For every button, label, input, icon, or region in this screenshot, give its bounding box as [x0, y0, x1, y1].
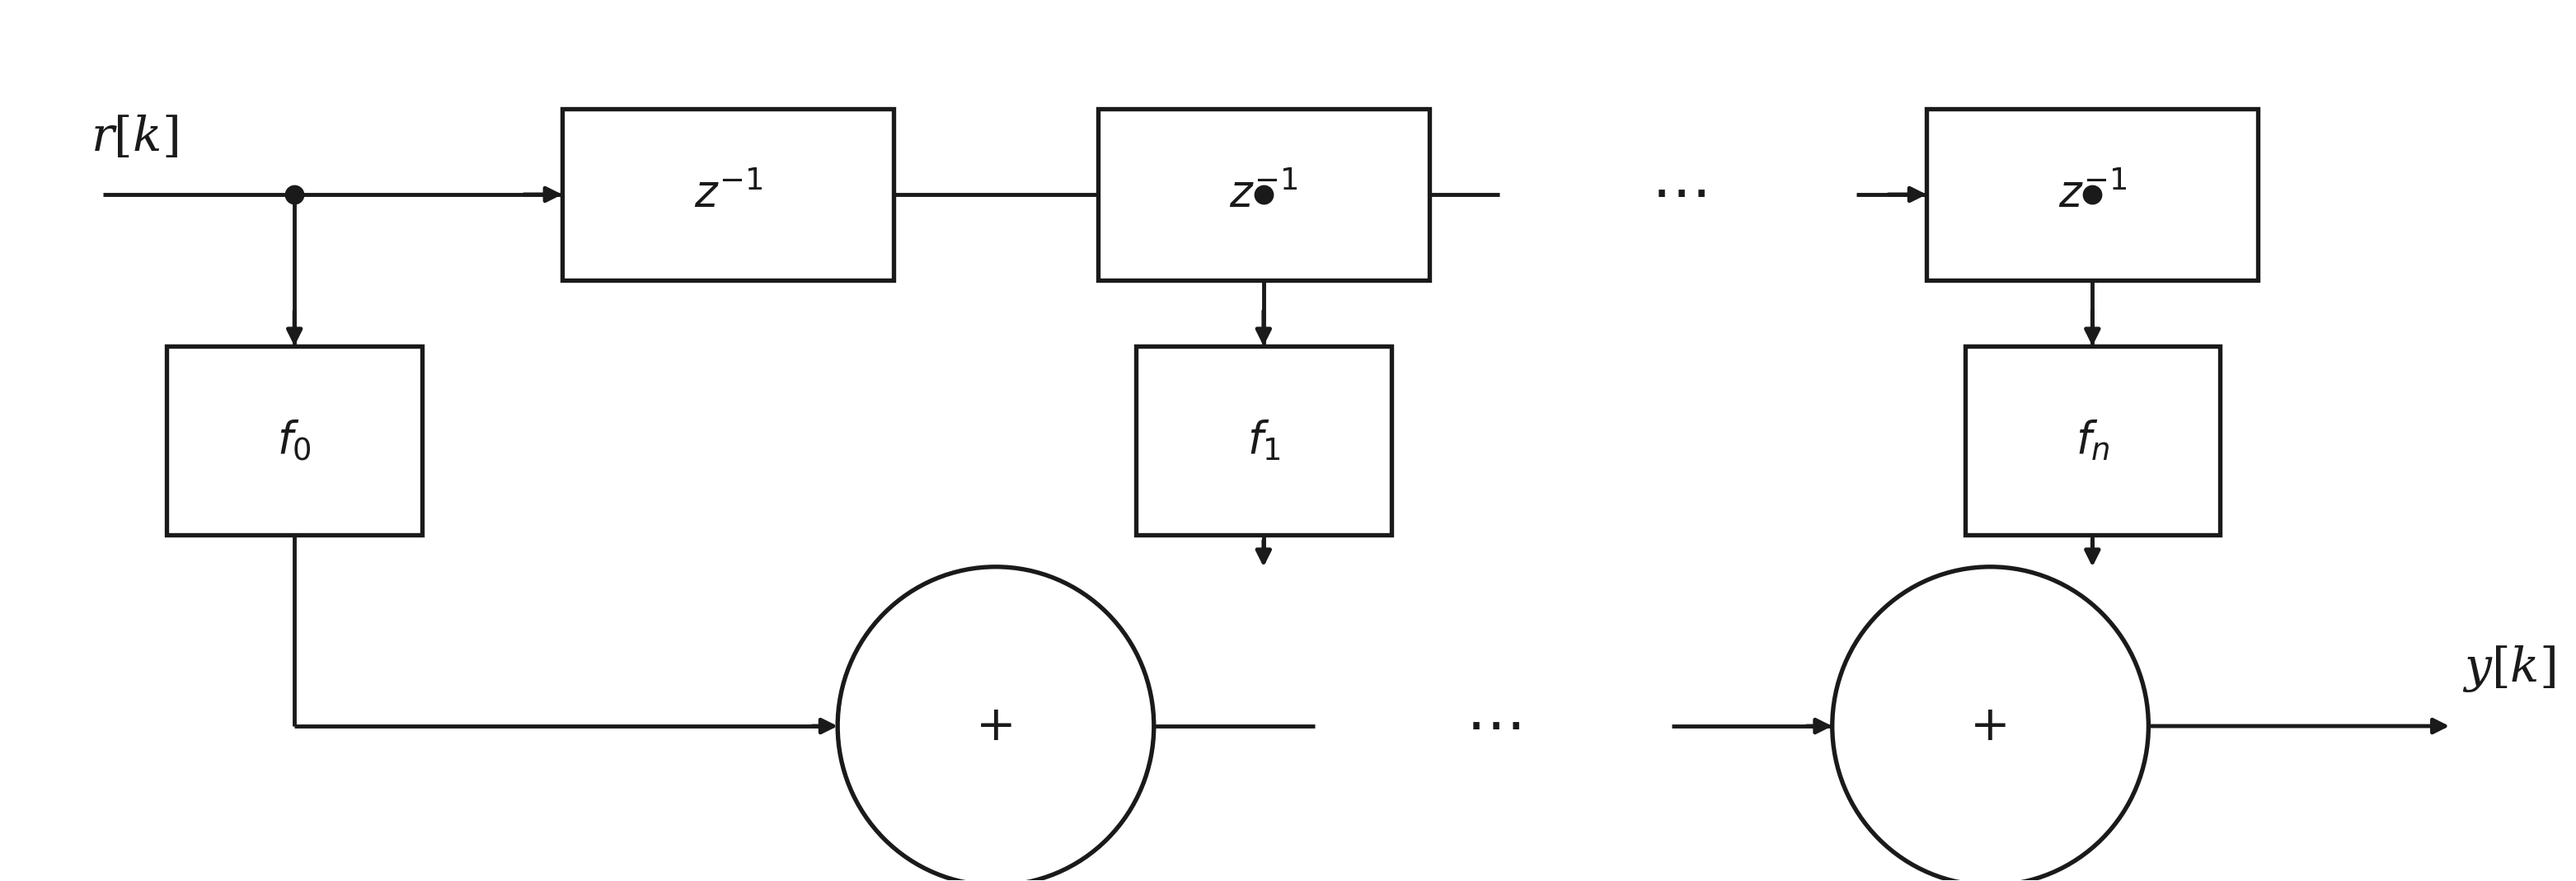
Text: $r[k]$: $r[k]$ — [90, 115, 178, 160]
Point — [273, 188, 314, 202]
Bar — [1927, 108, 2259, 280]
Text: $z^{-1}$: $z^{-1}$ — [2058, 173, 2128, 216]
Bar — [562, 108, 894, 280]
Text: +: + — [976, 702, 1015, 750]
Text: $f_0$: $f_0$ — [278, 418, 312, 463]
Text: $z^{-1}$: $z^{-1}$ — [693, 173, 762, 216]
Text: +: + — [1971, 702, 2009, 750]
Ellipse shape — [1832, 566, 2148, 881]
Bar — [167, 346, 422, 535]
Text: $\cdots$: $\cdots$ — [1651, 166, 1705, 223]
Bar — [1136, 346, 1391, 535]
Text: $y[k]$: $y[k]$ — [2463, 644, 2555, 694]
Ellipse shape — [837, 566, 1154, 881]
Bar — [1097, 108, 1430, 280]
Point — [2071, 188, 2112, 202]
Text: $f_n$: $f_n$ — [2076, 418, 2110, 463]
Text: $\cdots$: $\cdots$ — [1466, 698, 1520, 754]
Text: $z^{-1}$: $z^{-1}$ — [1229, 173, 1298, 216]
Text: $f_1$: $f_1$ — [1247, 418, 1280, 463]
Bar — [1965, 346, 2221, 535]
Point — [1244, 188, 1285, 202]
